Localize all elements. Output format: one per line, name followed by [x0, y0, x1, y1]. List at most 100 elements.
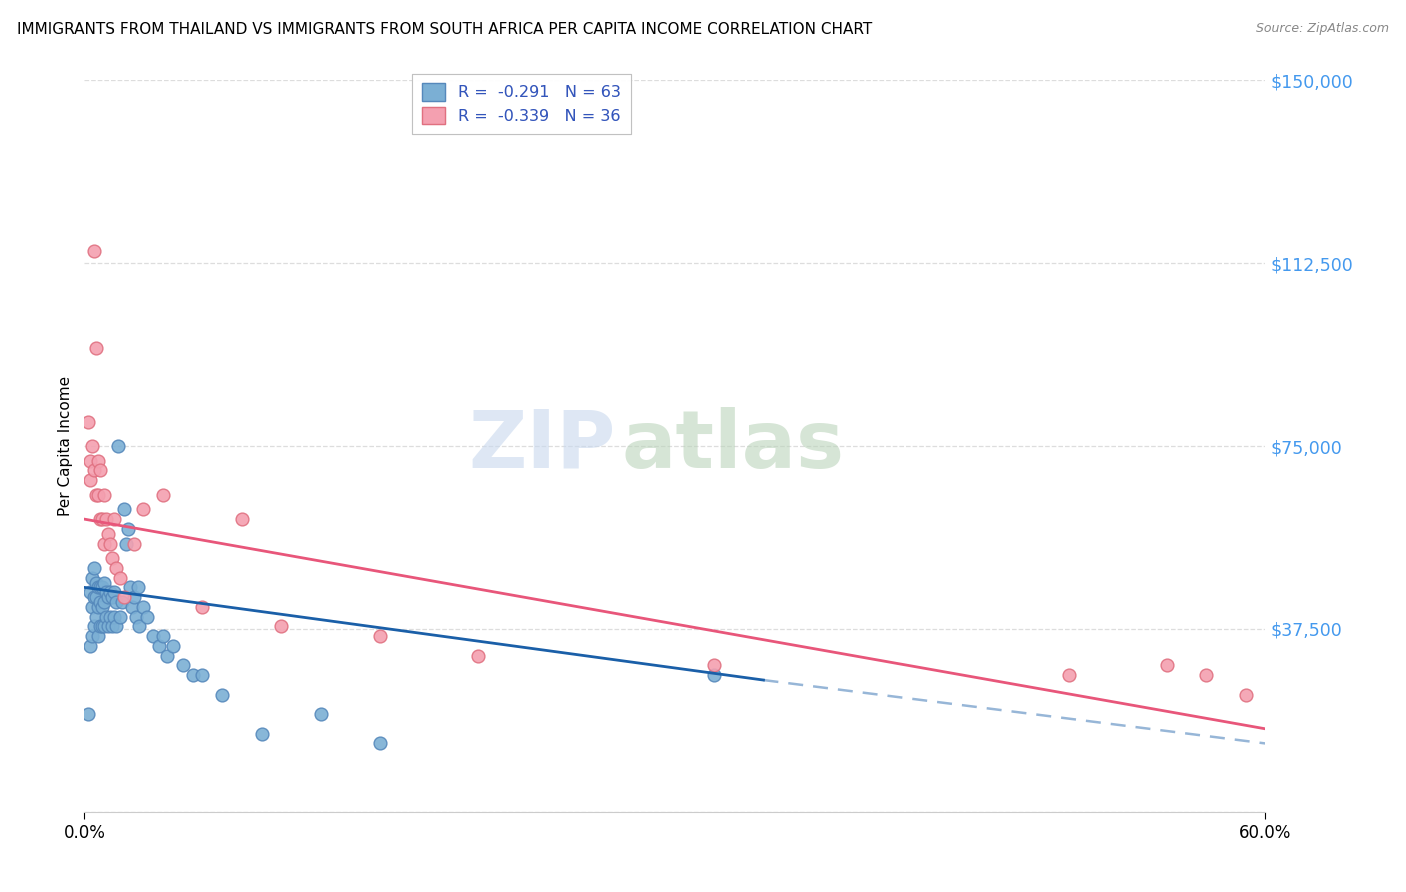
- Point: [117, 522, 139, 536]
- Point: [368, 629, 391, 643]
- Point: [82, 629, 104, 643]
- Point: [89, 463, 111, 477]
- Point: [93, 595, 115, 609]
- Point: [152, 488, 174, 502]
- Point: [104, 619, 127, 633]
- Point: [111, 595, 134, 609]
- Point: [191, 668, 214, 682]
- Point: [89, 619, 111, 633]
- Point: [162, 639, 184, 653]
- Point: [124, 609, 146, 624]
- Point: [101, 619, 124, 633]
- Point: [82, 571, 104, 585]
- Point: [104, 561, 127, 575]
- Point: [101, 551, 124, 566]
- Point: [84, 575, 107, 590]
- Point: [112, 590, 135, 604]
- Point: [87, 581, 110, 595]
- Point: [703, 658, 725, 673]
- Point: [87, 488, 110, 502]
- Point: [87, 599, 110, 614]
- Point: [1195, 668, 1218, 682]
- Point: [108, 609, 131, 624]
- Text: atlas: atlas: [621, 407, 845, 485]
- Point: [103, 585, 125, 599]
- Point: [82, 599, 104, 614]
- Point: [91, 512, 114, 526]
- Point: [368, 736, 391, 750]
- Point: [93, 488, 115, 502]
- Point: [93, 619, 115, 633]
- Point: [148, 639, 170, 653]
- Point: [94, 585, 117, 599]
- Point: [211, 688, 233, 702]
- Point: [84, 342, 107, 356]
- Text: IMMIGRANTS FROM THAILAND VS IMMIGRANTS FROM SOUTH AFRICA PER CAPITA INCOME CORRE: IMMIGRANTS FROM THAILAND VS IMMIGRANTS F…: [17, 22, 872, 37]
- Point: [91, 599, 114, 614]
- Point: [93, 575, 115, 590]
- Point: [84, 488, 107, 502]
- Point: [136, 609, 159, 624]
- Point: [156, 648, 179, 663]
- Point: [270, 619, 292, 633]
- Point: [97, 590, 120, 604]
- Point: [89, 595, 111, 609]
- Point: [181, 668, 204, 682]
- Point: [112, 502, 135, 516]
- Point: [84, 609, 107, 624]
- Point: [77, 415, 100, 429]
- Point: [97, 619, 120, 633]
- Point: [107, 439, 129, 453]
- Point: [83, 619, 105, 633]
- Point: [121, 599, 143, 614]
- Point: [93, 536, 115, 550]
- Point: [79, 453, 101, 467]
- Point: [87, 629, 110, 643]
- Point: [89, 581, 111, 595]
- Point: [118, 581, 141, 595]
- Point: [122, 536, 145, 550]
- Point: [122, 590, 145, 604]
- Point: [84, 590, 107, 604]
- Point: [79, 639, 101, 653]
- Point: [108, 571, 131, 585]
- Point: [79, 473, 101, 487]
- Point: [98, 536, 121, 550]
- Point: [132, 502, 155, 516]
- Point: [89, 512, 111, 526]
- Point: [98, 609, 121, 624]
- Point: [191, 599, 214, 614]
- Point: [1234, 688, 1257, 702]
- Point: [79, 585, 101, 599]
- Point: [101, 590, 124, 604]
- Point: [82, 439, 104, 453]
- Point: [94, 609, 117, 624]
- Point: [104, 595, 127, 609]
- Point: [703, 668, 725, 682]
- Point: [1057, 668, 1080, 682]
- Point: [1156, 658, 1178, 673]
- Point: [152, 629, 174, 643]
- Point: [103, 512, 125, 526]
- Point: [114, 536, 136, 550]
- Point: [172, 658, 194, 673]
- Point: [91, 619, 114, 633]
- Point: [128, 619, 150, 633]
- Point: [77, 707, 100, 722]
- Point: [83, 463, 105, 477]
- Point: [94, 512, 117, 526]
- Point: [83, 561, 105, 575]
- Point: [467, 648, 489, 663]
- Point: [127, 581, 149, 595]
- Point: [91, 581, 114, 595]
- Point: [309, 707, 332, 722]
- Point: [250, 727, 273, 741]
- Y-axis label: Per Capita Income: Per Capita Income: [58, 376, 73, 516]
- Text: ZIP: ZIP: [468, 407, 616, 485]
- Point: [231, 512, 253, 526]
- Point: [83, 244, 105, 258]
- Point: [83, 590, 105, 604]
- Point: [97, 526, 120, 541]
- Point: [87, 453, 110, 467]
- Legend: R =  -0.291   N = 63, R =  -0.339   N = 36: R = -0.291 N = 63, R = -0.339 N = 36: [412, 74, 631, 134]
